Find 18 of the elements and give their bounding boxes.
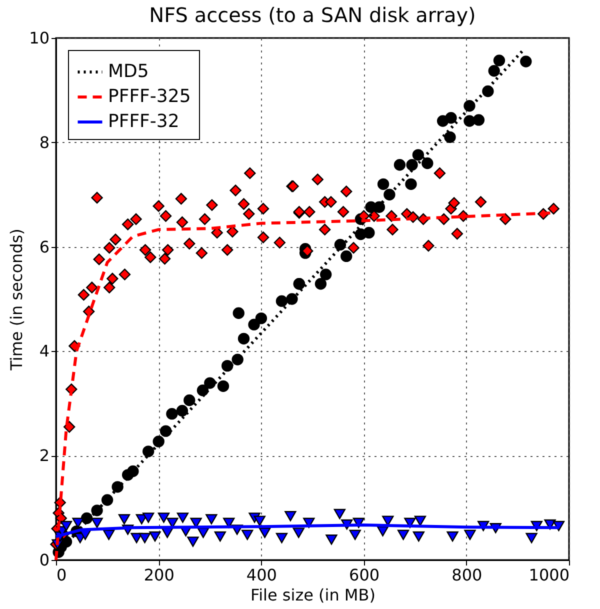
legend-label: PFFF-32 [108,111,180,132]
y-tick-label: 4 [39,342,50,361]
x-tick-label: 400 [246,566,277,584]
y-tick-label: 8 [39,132,50,152]
x-tick-label: 1000 [528,566,570,584]
x-tick-label: 800 [452,566,482,584]
y-tick-label: 6 [39,237,50,256]
y-tick-label: 10 [29,28,50,48]
y-tick-label: 2 [39,446,50,466]
x-tick-label: 600 [349,566,380,584]
legend-label: PFFF-325 [108,86,191,107]
legend-label: MD5 [108,61,149,82]
chart-title: NFS access (to a SAN disk array) [149,3,476,27]
y-axis-title: Time (in seconds) [7,228,26,372]
x-axis-title: File size (in MB) [250,586,376,604]
y-tick-label: 0 [39,550,50,570]
x-tick-label: 0 [56,566,67,584]
x-tick-label: 200 [144,566,174,584]
